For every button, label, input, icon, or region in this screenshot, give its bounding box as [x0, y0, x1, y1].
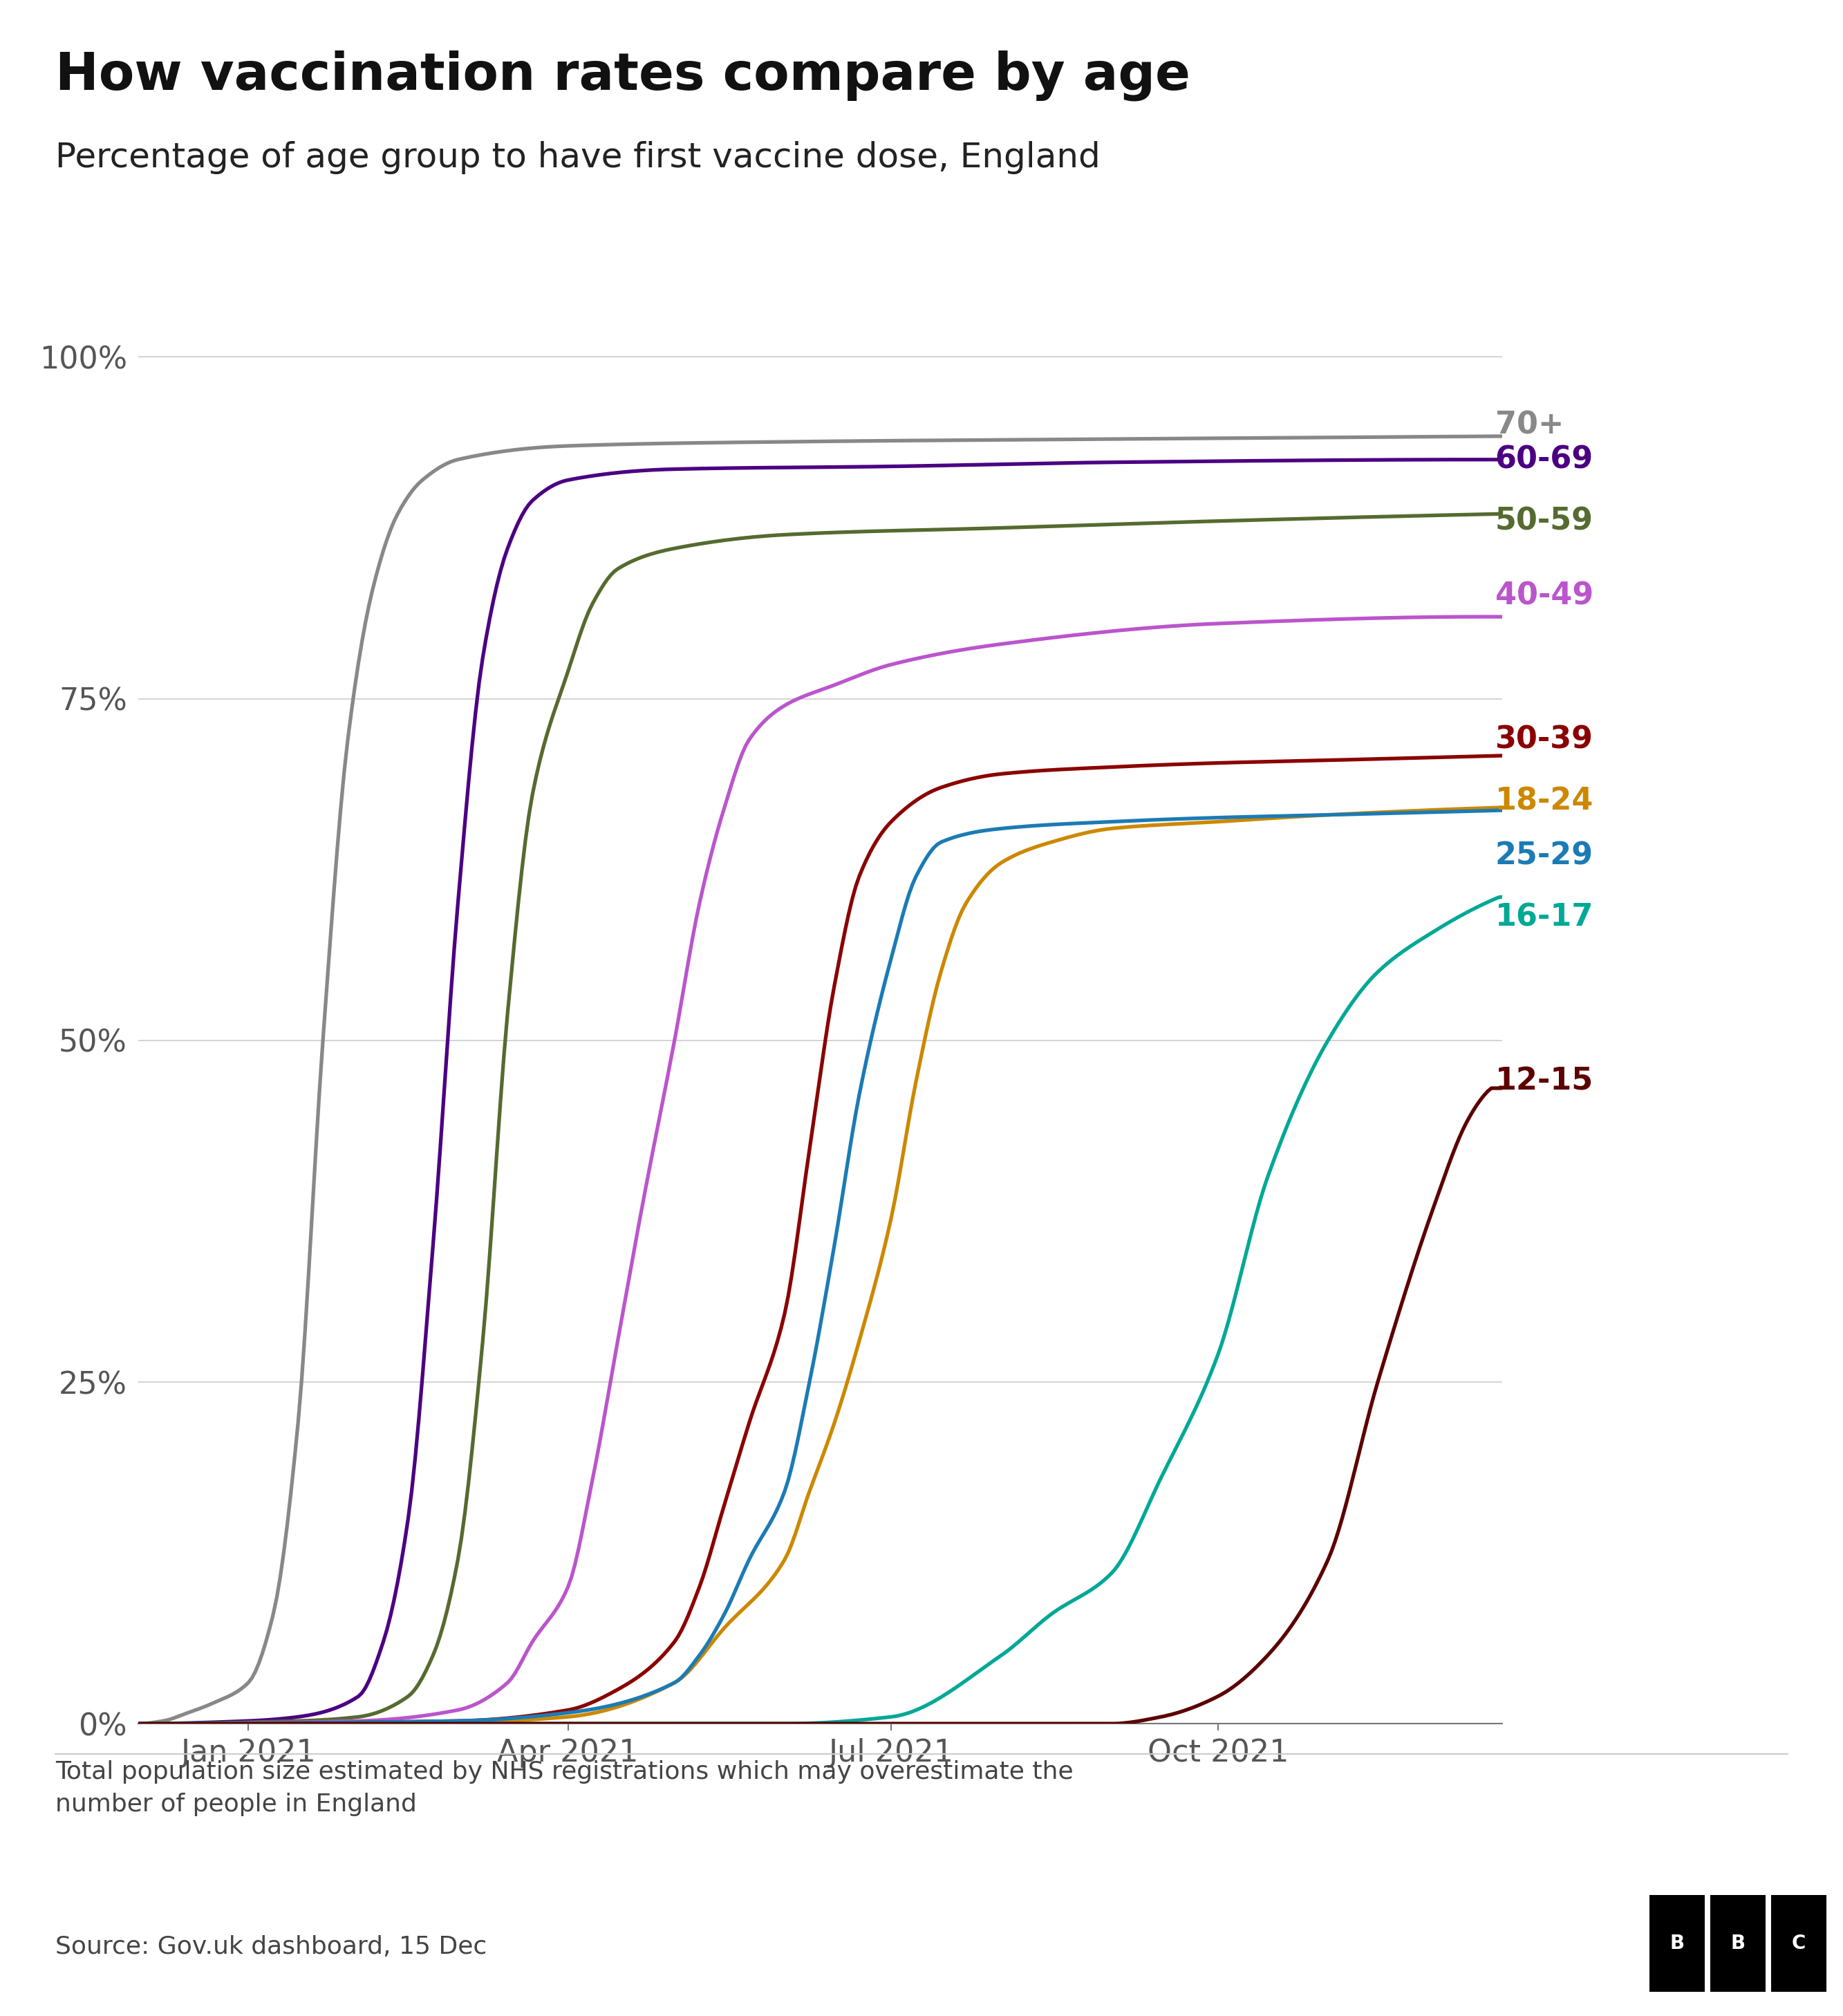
Text: B: B: [1731, 1933, 1745, 1954]
Text: 70+: 70+: [1495, 411, 1563, 439]
Text: How vaccination rates compare by age: How vaccination rates compare by age: [55, 50, 1191, 101]
Text: Source: Gov.uk dashboard, 15 Dec: Source: Gov.uk dashboard, 15 Dec: [55, 1935, 487, 1960]
Text: 12-15: 12-15: [1495, 1066, 1594, 1097]
Text: Total population size estimated by NHS registrations which may overestimate the
: Total population size estimated by NHS r…: [55, 1760, 1073, 1816]
Text: 40-49: 40-49: [1495, 581, 1594, 611]
Text: 16-17: 16-17: [1495, 903, 1594, 931]
Text: 60-69: 60-69: [1495, 446, 1594, 474]
Text: Percentage of age group to have first vaccine dose, England: Percentage of age group to have first va…: [55, 141, 1100, 173]
Text: 25-29: 25-29: [1495, 841, 1592, 871]
Text: C: C: [1791, 1933, 1806, 1954]
Text: 18-24: 18-24: [1495, 786, 1594, 816]
Text: B: B: [1670, 1933, 1685, 1954]
Text: 30-39: 30-39: [1495, 726, 1592, 754]
Text: 50-59: 50-59: [1495, 506, 1592, 536]
